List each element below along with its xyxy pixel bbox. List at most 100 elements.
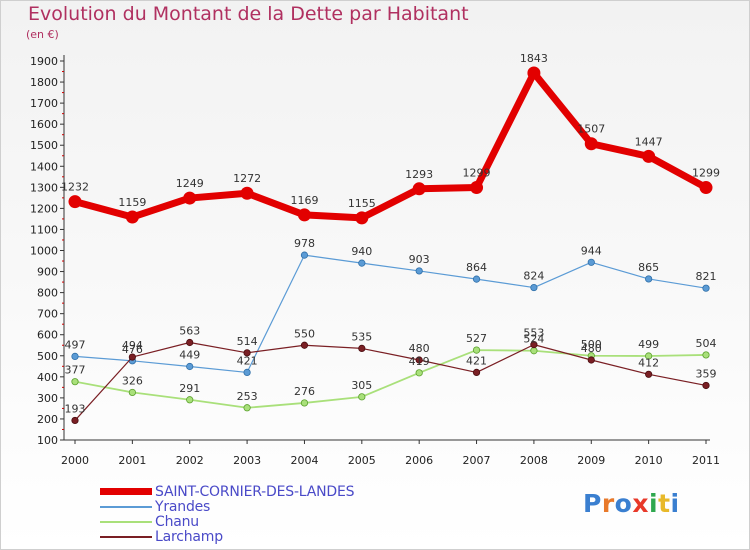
y-tick-label: 1800 <box>30 76 58 89</box>
y-tick-label: 400 <box>37 371 58 384</box>
data-label: 1299 <box>692 167 720 180</box>
data-label: 527 <box>466 332 487 345</box>
data-point <box>527 66 541 80</box>
y-tick-label: 300 <box>37 392 58 405</box>
data-label: 500 <box>581 338 602 351</box>
data-label: 253 <box>237 390 258 403</box>
data-label: 1447 <box>635 135 663 148</box>
data-label: 1299 <box>463 167 491 180</box>
data-point <box>243 349 251 357</box>
data-label: 193 <box>65 402 86 415</box>
data-label: 1507 <box>577 123 605 136</box>
y-tick-label: 1200 <box>30 202 58 215</box>
data-label: 865 <box>638 261 659 274</box>
data-point <box>300 251 309 259</box>
y-tick-label: 100 <box>37 434 58 447</box>
data-label: 1232 <box>61 181 89 194</box>
data-point <box>128 353 136 361</box>
data-point <box>358 344 366 353</box>
data-label: 1155 <box>348 197 376 210</box>
data-point <box>472 275 481 283</box>
x-tick-label: 2000 <box>61 454 89 467</box>
unit-label: (en €) <box>26 28 59 41</box>
y-tick-label: 1900 <box>30 55 58 68</box>
x-tick-label: 2003 <box>233 454 261 467</box>
data-label: 291 <box>179 382 200 395</box>
data-label: 514 <box>237 335 258 348</box>
data-point <box>587 356 595 364</box>
data-labels: 1232 1159 1249 1272 1169 1155 1293 1299 1843 1507… <box>61 52 720 415</box>
x-tick-label: 2010 <box>635 454 663 467</box>
y-tick-label: 900 <box>37 266 58 279</box>
y-tick-label: 1000 <box>30 245 58 258</box>
legend-label: Larchamp <box>155 528 223 545</box>
x-tick-label: 2007 <box>463 454 491 467</box>
data-label: 476 <box>122 343 143 356</box>
x-tick-label: 2001 <box>118 454 146 467</box>
data-point <box>472 346 481 354</box>
data-label: 563 <box>179 325 200 338</box>
data-label: 494 <box>122 339 143 352</box>
data-label: 480 <box>409 342 430 355</box>
y-tick-label: 500 <box>37 350 58 363</box>
legend-label: SAINT-CORNIER-DES-LANDES <box>155 483 355 500</box>
data-label: 1249 <box>176 177 204 190</box>
data-label: 1272 <box>233 172 261 185</box>
y-tick-label: 600 <box>37 329 58 342</box>
data-point <box>243 368 251 377</box>
data-point <box>186 362 194 371</box>
data-label: 326 <box>122 374 143 387</box>
y-tick-label: 1100 <box>30 223 58 236</box>
data-label: 359 <box>696 367 717 380</box>
x-tick-label: 2009 <box>577 454 605 467</box>
legend: SAINT-CORNIER-DES-LANDES Yrandes Chanu Larc… <box>100 483 355 545</box>
data-point <box>415 356 423 364</box>
legend-item: Yrandes <box>100 499 354 515</box>
data-label: 504 <box>696 337 717 350</box>
data-label: 864 <box>466 261 487 274</box>
data-label: 377 <box>65 364 86 377</box>
legend-label: Chanu <box>155 513 199 530</box>
data-point <box>645 352 653 360</box>
data-point <box>470 181 484 195</box>
data-label: 524 <box>523 333 544 346</box>
y-tick-label: 800 <box>37 287 58 300</box>
data-label: 535 <box>351 330 372 343</box>
data-label: 550 <box>294 327 315 340</box>
chart-title: Evolution du Montant de la Dette par Hab… <box>28 3 469 25</box>
data-point <box>186 338 194 347</box>
x-tick-label: 2005 <box>348 454 376 467</box>
data-label: 940 <box>351 245 372 258</box>
legend-item: Larchamp <box>100 528 354 545</box>
data-label: 824 <box>523 270 544 283</box>
proxiti-logo: Proxiti <box>583 489 680 518</box>
y-tick-label: 1600 <box>30 118 58 131</box>
data-label: 449 <box>179 349 200 362</box>
series-layer <box>68 66 713 425</box>
legend-item: Chanu <box>100 513 354 530</box>
series-line-saint-cornier-des-landes <box>71 69 710 222</box>
data-label: 944 <box>581 244 602 257</box>
x-tick-label: 2011 <box>692 454 720 467</box>
series-line-chanu <box>74 349 707 409</box>
data-point <box>699 181 713 195</box>
data-label: 421 <box>237 354 258 367</box>
legend-swatch <box>100 520 152 523</box>
data-point <box>530 283 538 292</box>
x-tick-label: 2002 <box>176 454 204 467</box>
data-point <box>530 341 538 349</box>
data-label: 480 <box>581 342 602 355</box>
data-point <box>71 352 79 361</box>
data-point <box>128 388 136 397</box>
data-point <box>71 378 79 386</box>
data-point <box>642 149 656 163</box>
data-point <box>530 347 538 355</box>
data-label: 978 <box>294 237 315 250</box>
data-label: 553 <box>523 327 544 340</box>
legend-swatch <box>100 535 152 538</box>
data-label: 305 <box>351 379 372 392</box>
y-tick-label: 1500 <box>30 139 58 152</box>
data-point <box>587 258 595 266</box>
y-tick-label: 700 <box>37 308 58 321</box>
